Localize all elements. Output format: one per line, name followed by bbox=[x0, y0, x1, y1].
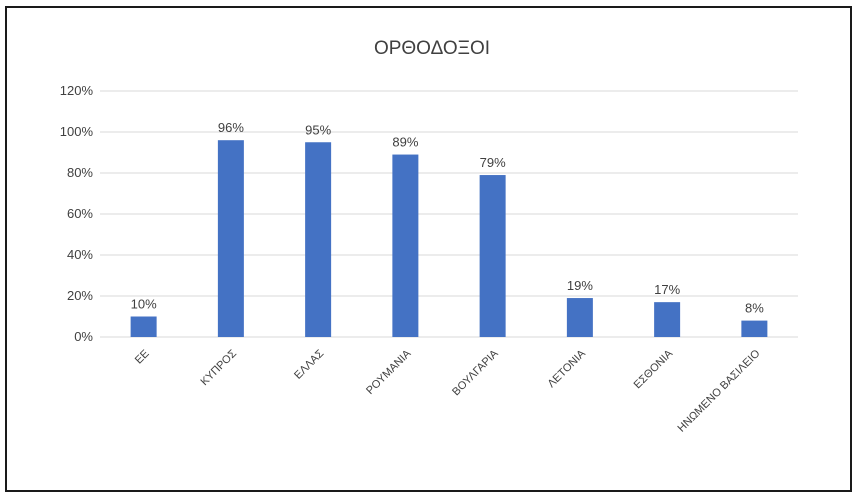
gridlines bbox=[100, 90, 798, 338]
data-label: 19% bbox=[567, 278, 593, 293]
bar bbox=[305, 142, 332, 337]
data-labels: 10% 96% 95% 89% 79% 19% 17% 8% bbox=[131, 120, 765, 315]
y-tick-label: 0% bbox=[74, 329, 93, 344]
y-tick-label: 120% bbox=[60, 83, 94, 98]
x-tick-label: ΕΕ bbox=[133, 348, 152, 367]
data-label: 95% bbox=[305, 122, 331, 137]
data-label: 96% bbox=[218, 120, 244, 135]
y-tick-label: 40% bbox=[67, 247, 93, 262]
x-axis-tick-labels: ΕΕ ΚΥΠΡΟΣ ΕΛΛΑΣ ΡΟΥΜΑΝΙΑ ΒΟΥΛΓΑΡΙΑ ΛΕΤΟΝΙΑ ΕΣΘ… bbox=[133, 347, 763, 434]
data-label: 8% bbox=[745, 301, 764, 316]
x-tick-label: ΡΟΥΜΑΝΙΑ bbox=[364, 347, 414, 397]
y-tick-label: 20% bbox=[67, 288, 93, 303]
x-tick-label: ΚΥΠΡΟΣ bbox=[198, 347, 239, 388]
x-tick-label: ΗΝΩΜΕΝΟ ΒΑΣΙΛΕΙΟ bbox=[676, 347, 763, 434]
x-tick-label: ΕΣΘΟΝΙΑ bbox=[632, 347, 676, 391]
data-label: 89% bbox=[392, 135, 418, 150]
x-tick-label: ΛΕΤΟΝΙΑ bbox=[545, 347, 588, 390]
bar bbox=[217, 140, 244, 337]
chart-frame bbox=[5, 6, 852, 492]
bar bbox=[566, 298, 593, 337]
bar bbox=[479, 175, 506, 337]
data-label: 10% bbox=[131, 297, 157, 312]
bars bbox=[130, 140, 768, 337]
y-tick-label: 100% bbox=[60, 124, 94, 139]
data-label: 79% bbox=[480, 155, 506, 170]
bar bbox=[654, 302, 681, 337]
bar bbox=[392, 154, 419, 337]
x-tick-label: ΕΛΛΑΣ bbox=[292, 347, 326, 381]
data-label: 17% bbox=[654, 282, 680, 297]
y-axis-tick-labels: 0% 20% 40% 60% 80% 100% 120% bbox=[60, 83, 94, 344]
chart-title: ΟΡΘΟΔΟΞΟΙ bbox=[374, 38, 490, 59]
y-tick-label: 80% bbox=[67, 165, 93, 180]
x-tick-label: ΒΟΥΛΓΑΡΙΑ bbox=[450, 347, 501, 398]
y-tick-label: 60% bbox=[67, 206, 93, 221]
bar bbox=[741, 320, 768, 337]
bar bbox=[130, 316, 157, 337]
